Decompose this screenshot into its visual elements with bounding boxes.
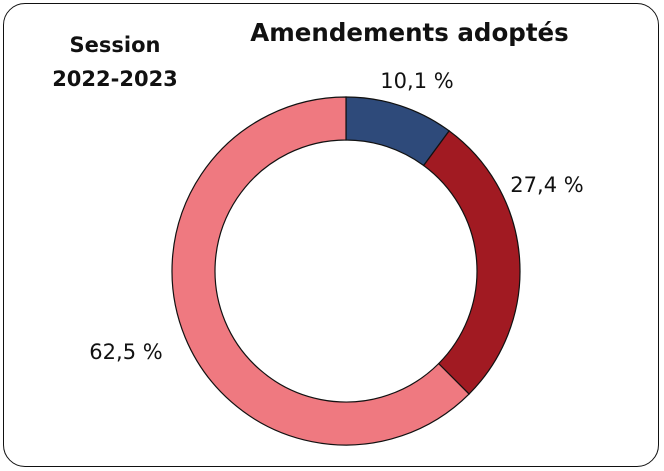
slice-label-3: 62,5 % [89, 340, 162, 364]
chart-title: Amendements adoptés [250, 18, 569, 47]
chart-frame [3, 3, 659, 467]
session-label-line1: Session [69, 33, 161, 57]
donut-labels: 10,1 % 27,4 % 62,5 % [89, 69, 583, 364]
session-label: Session 2022-2023 [30, 28, 200, 96]
slice-label-2: 27,4 % [510, 173, 583, 197]
session-label-line2: 2022-2023 [52, 67, 178, 91]
donut-slices [171, 96, 521, 446]
slice-label-1: 10,1 % [380, 69, 453, 93]
donut-slice-3 [171, 96, 470, 446]
donut-slice-2 [422, 130, 521, 395]
